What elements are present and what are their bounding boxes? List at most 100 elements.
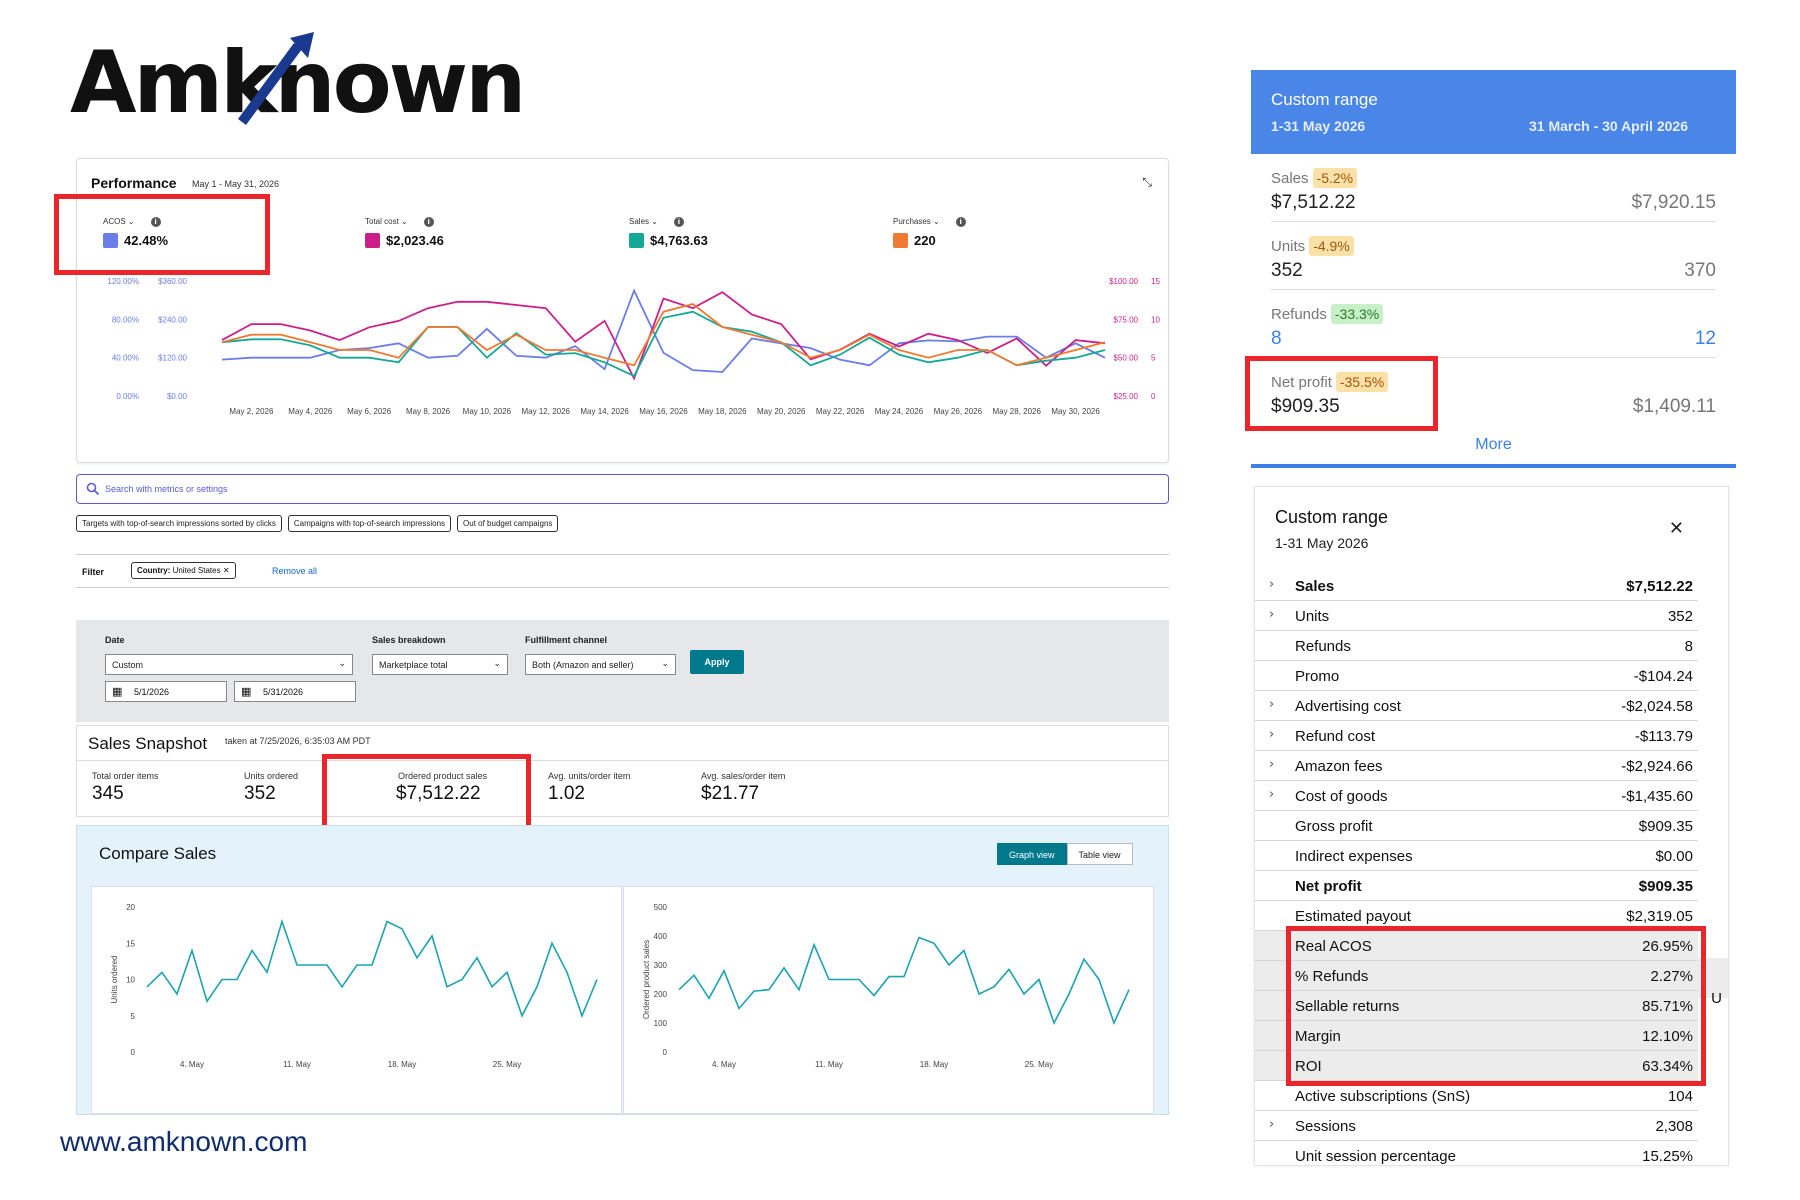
country-filter-chip[interactable]: Country: United States ✕	[131, 562, 236, 579]
metric-label[interactable]: ACOS ⌄ i	[103, 217, 168, 227]
metric-purchases[interactable]: Purchases ⌄ i 220	[893, 217, 966, 248]
change-badge: -33.3%	[1330, 304, 1384, 324]
x-tick-label: May 6, 2026	[347, 407, 392, 416]
snapshot-ordered-product-sales: Ordered product sales $7,512.22	[396, 771, 488, 804]
breakdown-value: -$2,024.58	[1621, 698, 1693, 715]
table-view-button[interactable]: Table view	[1066, 843, 1133, 865]
x-tick-label: 11. May	[815, 1060, 843, 1069]
highlight-box-net-profit	[1245, 356, 1438, 431]
breakdown-value: -$1,435.60	[1621, 788, 1693, 805]
breakdown-label: Units	[1295, 608, 1330, 625]
chevron-right-icon[interactable]: ›	[1269, 697, 1275, 712]
chevron-down-icon: ⌄	[493, 659, 501, 669]
website-url[interactable]: www.amknown.com	[60, 1126, 308, 1157]
comparison-row-sales[interactable]: Sales -5.2% $7,512.22 $7,920.15	[1271, 154, 1716, 222]
more-link[interactable]: More	[1475, 436, 1512, 453]
metric-label[interactable]: Sales ⌄ i	[629, 217, 708, 227]
chevron-right-icon[interactable]: ›	[1269, 787, 1275, 802]
metric-total-cost[interactable]: Total cost ⌄ i $2,023.46	[365, 217, 444, 248]
chevron-down-icon: ⌄	[651, 217, 658, 226]
breakdown-row-amazon-fees[interactable]: › Amazon fees -$2,924.66	[1255, 751, 1698, 781]
amknown-logo: Amknown	[70, 30, 526, 130]
breakdown-value: -$113.79	[1634, 728, 1693, 745]
fulfillment-select[interactable]: Both (Amazon and seller) ⌄	[525, 654, 676, 675]
previous-range: 31 March - 30 April 2026	[1528, 118, 1688, 134]
date-select[interactable]: Custom ⌄	[105, 654, 353, 675]
metric-sales[interactable]: Sales ⌄ i $4,763.63	[629, 217, 708, 248]
chip-targets-top-of-search[interactable]: Targets with top-of-search impressions s…	[76, 515, 282, 532]
info-icon[interactable]: i	[673, 217, 684, 227]
sales-breakdown-select[interactable]: Marketplace total ⌄	[372, 654, 508, 675]
comparison-row-refunds[interactable]: Refunds -33.3% 8 12	[1271, 290, 1716, 358]
metric-label[interactable]: Total cost ⌄ i	[365, 217, 444, 227]
x-tick-label: 25. May	[493, 1060, 521, 1069]
chip-campaigns-top-of-search[interactable]: Campaigns with top-of-search impressions	[287, 515, 452, 532]
chevron-right-icon[interactable]: ›	[1269, 577, 1275, 592]
chip-out-of-budget[interactable]: Out of budget campaigns	[457, 515, 559, 532]
breakdown-value: 15.25%	[1642, 1148, 1693, 1165]
end-date-input[interactable]: ▦ 5/31/2026	[234, 681, 356, 702]
snapshot-timestamp: taken at 7/25/2026, 6:35:03 AM PDT	[225, 736, 371, 746]
series-line-total-cost[interactable]	[221, 291, 1106, 381]
series-line-acos[interactable]	[221, 288, 1106, 373]
calendar-icon[interactable]: ▦	[112, 685, 123, 698]
chevron-right-icon[interactable]: ›	[1269, 757, 1275, 772]
y-tick-label: 400	[654, 932, 668, 941]
breakdown-value: 26.95%	[1642, 938, 1693, 955]
snapshot-avg-units: Avg. units/order item 1.02	[548, 771, 631, 804]
apply-button[interactable]: Apply	[690, 650, 744, 674]
current-range: 1-31 May 2026	[1271, 118, 1366, 134]
compare-sales: Compare Sales Graph view Table view 20 15…	[76, 825, 1169, 1115]
breakdown-label: Net profit	[1295, 878, 1362, 895]
series-line-ordered-product-sales[interactable]	[678, 936, 1130, 1026]
series-line-purchases[interactable]	[221, 303, 1106, 367]
breakdown-row-refund-cost[interactable]: › Refund cost -$113.79	[1255, 721, 1698, 751]
breakdown-row-units[interactable]: › Units 352	[1255, 601, 1698, 631]
graph-view-button[interactable]: Graph view	[997, 843, 1067, 865]
breakdown-row-sessions[interactable]: › Sessions 2,308	[1255, 1111, 1698, 1141]
breakdown-row-sellable-returns: Sellable returns 85.71%	[1255, 991, 1698, 1021]
search-input[interactable]: Search with metrics or settings	[76, 474, 1169, 504]
comparison-row-units[interactable]: Units -4.9% 352 370	[1271, 222, 1716, 290]
info-icon[interactable]: i	[955, 217, 966, 227]
change-badge: -35.5%	[1335, 372, 1389, 392]
comparison-row-net-profit[interactable]: Net profit -35.5% $909.35 $1,409.11	[1271, 372, 1716, 417]
chevron-right-icon[interactable]: ›	[1269, 607, 1275, 622]
x-tick-label: 18. May	[388, 1060, 416, 1069]
metric-value: $4,763.63	[629, 233, 708, 248]
start-date-input[interactable]: ▦ 5/1/2026	[105, 681, 227, 702]
breakdown-row-indirect-expenses: Indirect expenses $0.00	[1255, 841, 1698, 871]
x-tick-label: 11. May	[283, 1060, 311, 1069]
ordered-sales-chart[interactable]: 500 400 300 200 100 0 Ordered product sales 4. …	[624, 887, 1155, 1115]
chevron-right-icon[interactable]: ›	[1269, 1117, 1275, 1132]
units-ordered-chart[interactable]: 20 15 10 5 0 Units ordered 4. May 11. May 18. Ma…	[92, 887, 623, 1115]
breakdown-row-cost-of-goods[interactable]: › Cost of goods -$1,435.60	[1255, 781, 1698, 811]
calendar-icon[interactable]: ▦	[241, 685, 252, 698]
breakdown-value: $909.35	[1638, 818, 1693, 835]
logo-text: Amknown	[70, 33, 526, 133]
ordered-sales-panel: 500 400 300 200 100 0 Ordered product sales 4. …	[623, 886, 1154, 1114]
y-tick-label: 500	[654, 903, 668, 912]
y-tick-label-cost: $120.00	[158, 354, 187, 363]
snapshot-header: Sales Snapshot taken at 7/25/2026, 6:35:…	[77, 726, 1168, 761]
chevron-right-icon[interactable]: ›	[1269, 727, 1275, 742]
logo-arrow-icon	[237, 32, 314, 125]
remove-all-link[interactable]: Remove all	[272, 566, 318, 576]
performance-chart[interactable]: 120.00% 80.00% 40.00% 0.00% $360.00 $240.00 $1…	[77, 269, 1170, 464]
breakdown-row-sales[interactable]: › Sales $7,512.22	[1255, 571, 1698, 601]
info-icon[interactable]: i	[150, 217, 161, 227]
close-icon[interactable]: ✕	[1668, 518, 1684, 539]
breakdown-value: 8	[1684, 638, 1693, 655]
x-tick-label: May 4, 2026	[288, 407, 333, 416]
series-line-units-ordered[interactable]	[146, 918, 598, 1019]
breakdown-value: $7,512.22	[1626, 578, 1693, 595]
collapse-icon[interactable]: ⤡	[1142, 175, 1152, 189]
series-line-sales[interactable]	[221, 310, 1106, 378]
metric-label[interactable]: Purchases ⌄ i	[893, 217, 966, 227]
breakdown-row-advertising-cost[interactable]: › Advertising cost -$2,024.58	[1255, 691, 1698, 721]
total-cost-swatch	[365, 233, 380, 248]
info-icon[interactable]: i	[423, 217, 434, 227]
y-tick-label: 100	[654, 1019, 668, 1028]
metric-acos[interactable]: ACOS ⌄ i 42.48%	[103, 217, 168, 248]
close-icon[interactable]: ✕	[222, 566, 230, 575]
